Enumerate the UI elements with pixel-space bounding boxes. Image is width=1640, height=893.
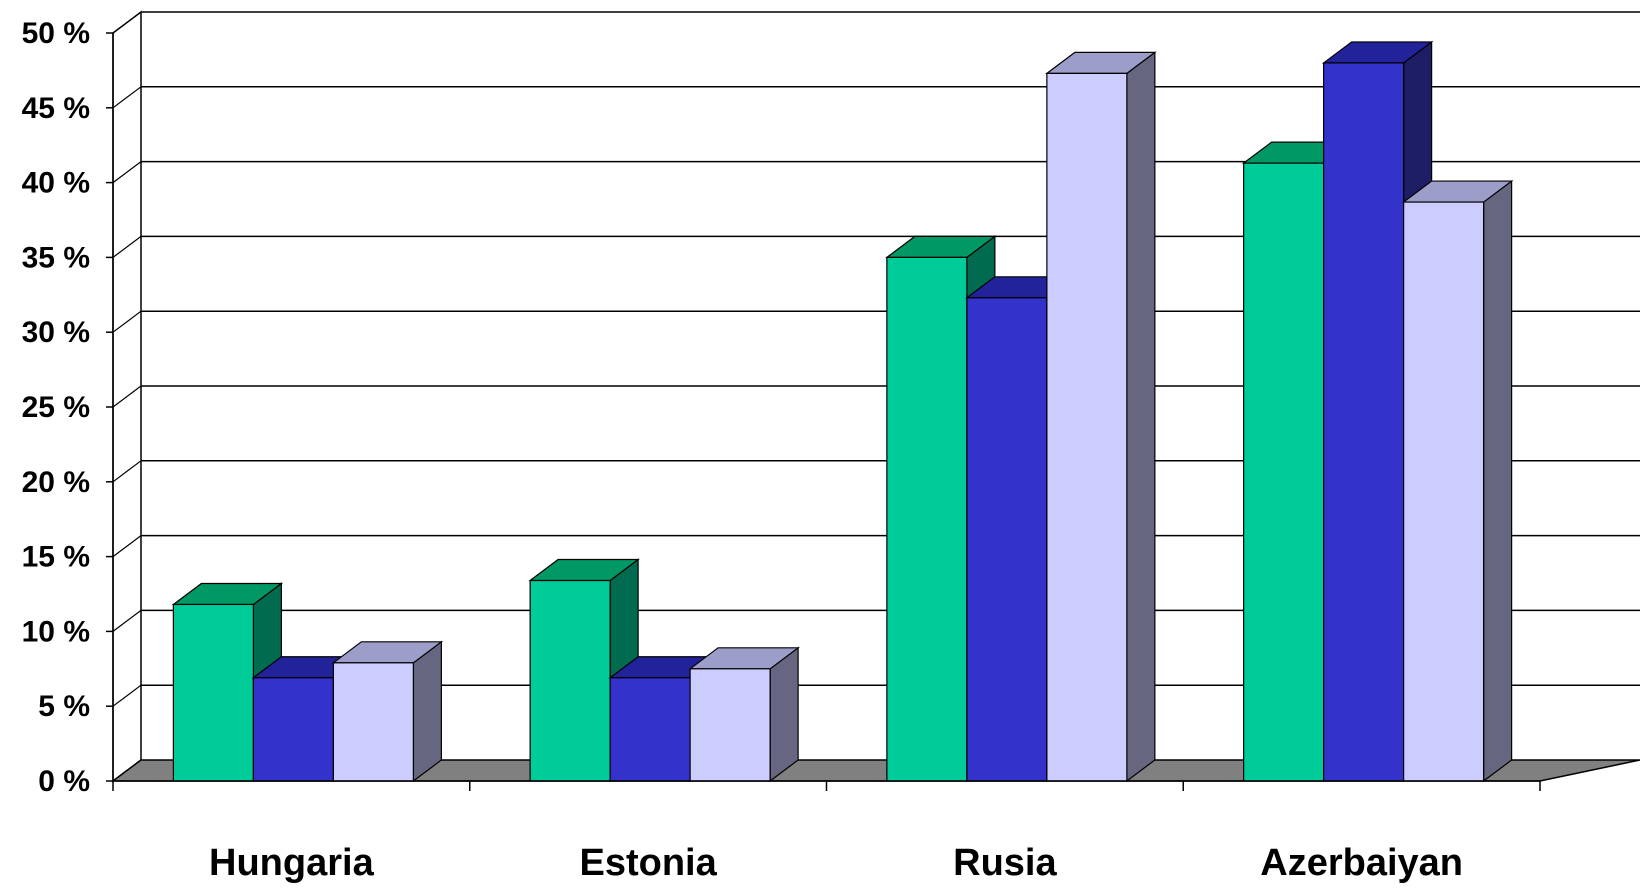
x-category-labels: Hungaria Estonia Rusia Azerbaiyan	[209, 842, 1463, 884]
x-category-label: Rusia	[953, 842, 1057, 884]
gridline-diagonal	[112, 609, 142, 632]
y-tick-label: 30 %	[22, 316, 90, 349]
bar-front	[529, 579, 611, 782]
gridline-diagonal	[112, 684, 142, 707]
bar-front	[332, 662, 414, 782]
bars	[171, 40, 1514, 783]
bar-front	[1243, 162, 1325, 782]
bar-side	[1126, 51, 1156, 783]
gridline-diagonal	[112, 161, 142, 184]
y-tick-label: 35 %	[22, 241, 90, 274]
x-category-label: Hungaria	[209, 842, 375, 884]
gridline-diagonal	[112, 310, 142, 333]
x-category-label: Azerbaiyan	[1260, 842, 1463, 884]
y-tick-label: 25 %	[22, 391, 90, 424]
x-category-label: Estonia	[580, 842, 718, 884]
y-tick-label: 45 %	[22, 92, 90, 125]
bar	[1045, 51, 1157, 783]
y-tick-labels: 0 % 5 % 10 % 15 % 20 % 25 % 30 % 35 % 40 % 45 % 50…	[22, 17, 90, 798]
bar-side	[412, 640, 442, 783]
bar-front	[689, 668, 771, 782]
bar	[688, 646, 800, 783]
gridline-diagonal	[112, 11, 142, 34]
bar-front	[1323, 62, 1405, 782]
gridline-diagonal	[112, 235, 142, 258]
gridline-diagonal	[112, 86, 142, 109]
y-tick-label: 15 %	[22, 541, 90, 574]
bar-front	[966, 297, 1048, 782]
y-tick-label: 50 %	[22, 17, 90, 50]
y-tick-label: 0 %	[38, 765, 90, 798]
axes	[106, 32, 1541, 791]
bar	[331, 640, 444, 783]
bar-side	[769, 646, 799, 783]
y-tick-label: 20 %	[22, 466, 90, 499]
gridline-diagonal	[112, 385, 142, 408]
bar-front	[172, 603, 254, 782]
gridline-diagonal	[112, 460, 142, 483]
bar-front	[609, 677, 691, 782]
bar-side	[1483, 179, 1513, 783]
bar	[1401, 179, 1514, 783]
bar-front	[1046, 72, 1128, 782]
y-tick-label: 10 %	[22, 615, 90, 648]
gridline-diagonal	[112, 535, 142, 558]
bar-front	[1403, 201, 1485, 782]
y-tick-label: 40 %	[22, 167, 90, 200]
bar-front	[252, 677, 334, 782]
y-tick-label: 5 %	[38, 690, 90, 723]
bar-front	[886, 256, 968, 782]
